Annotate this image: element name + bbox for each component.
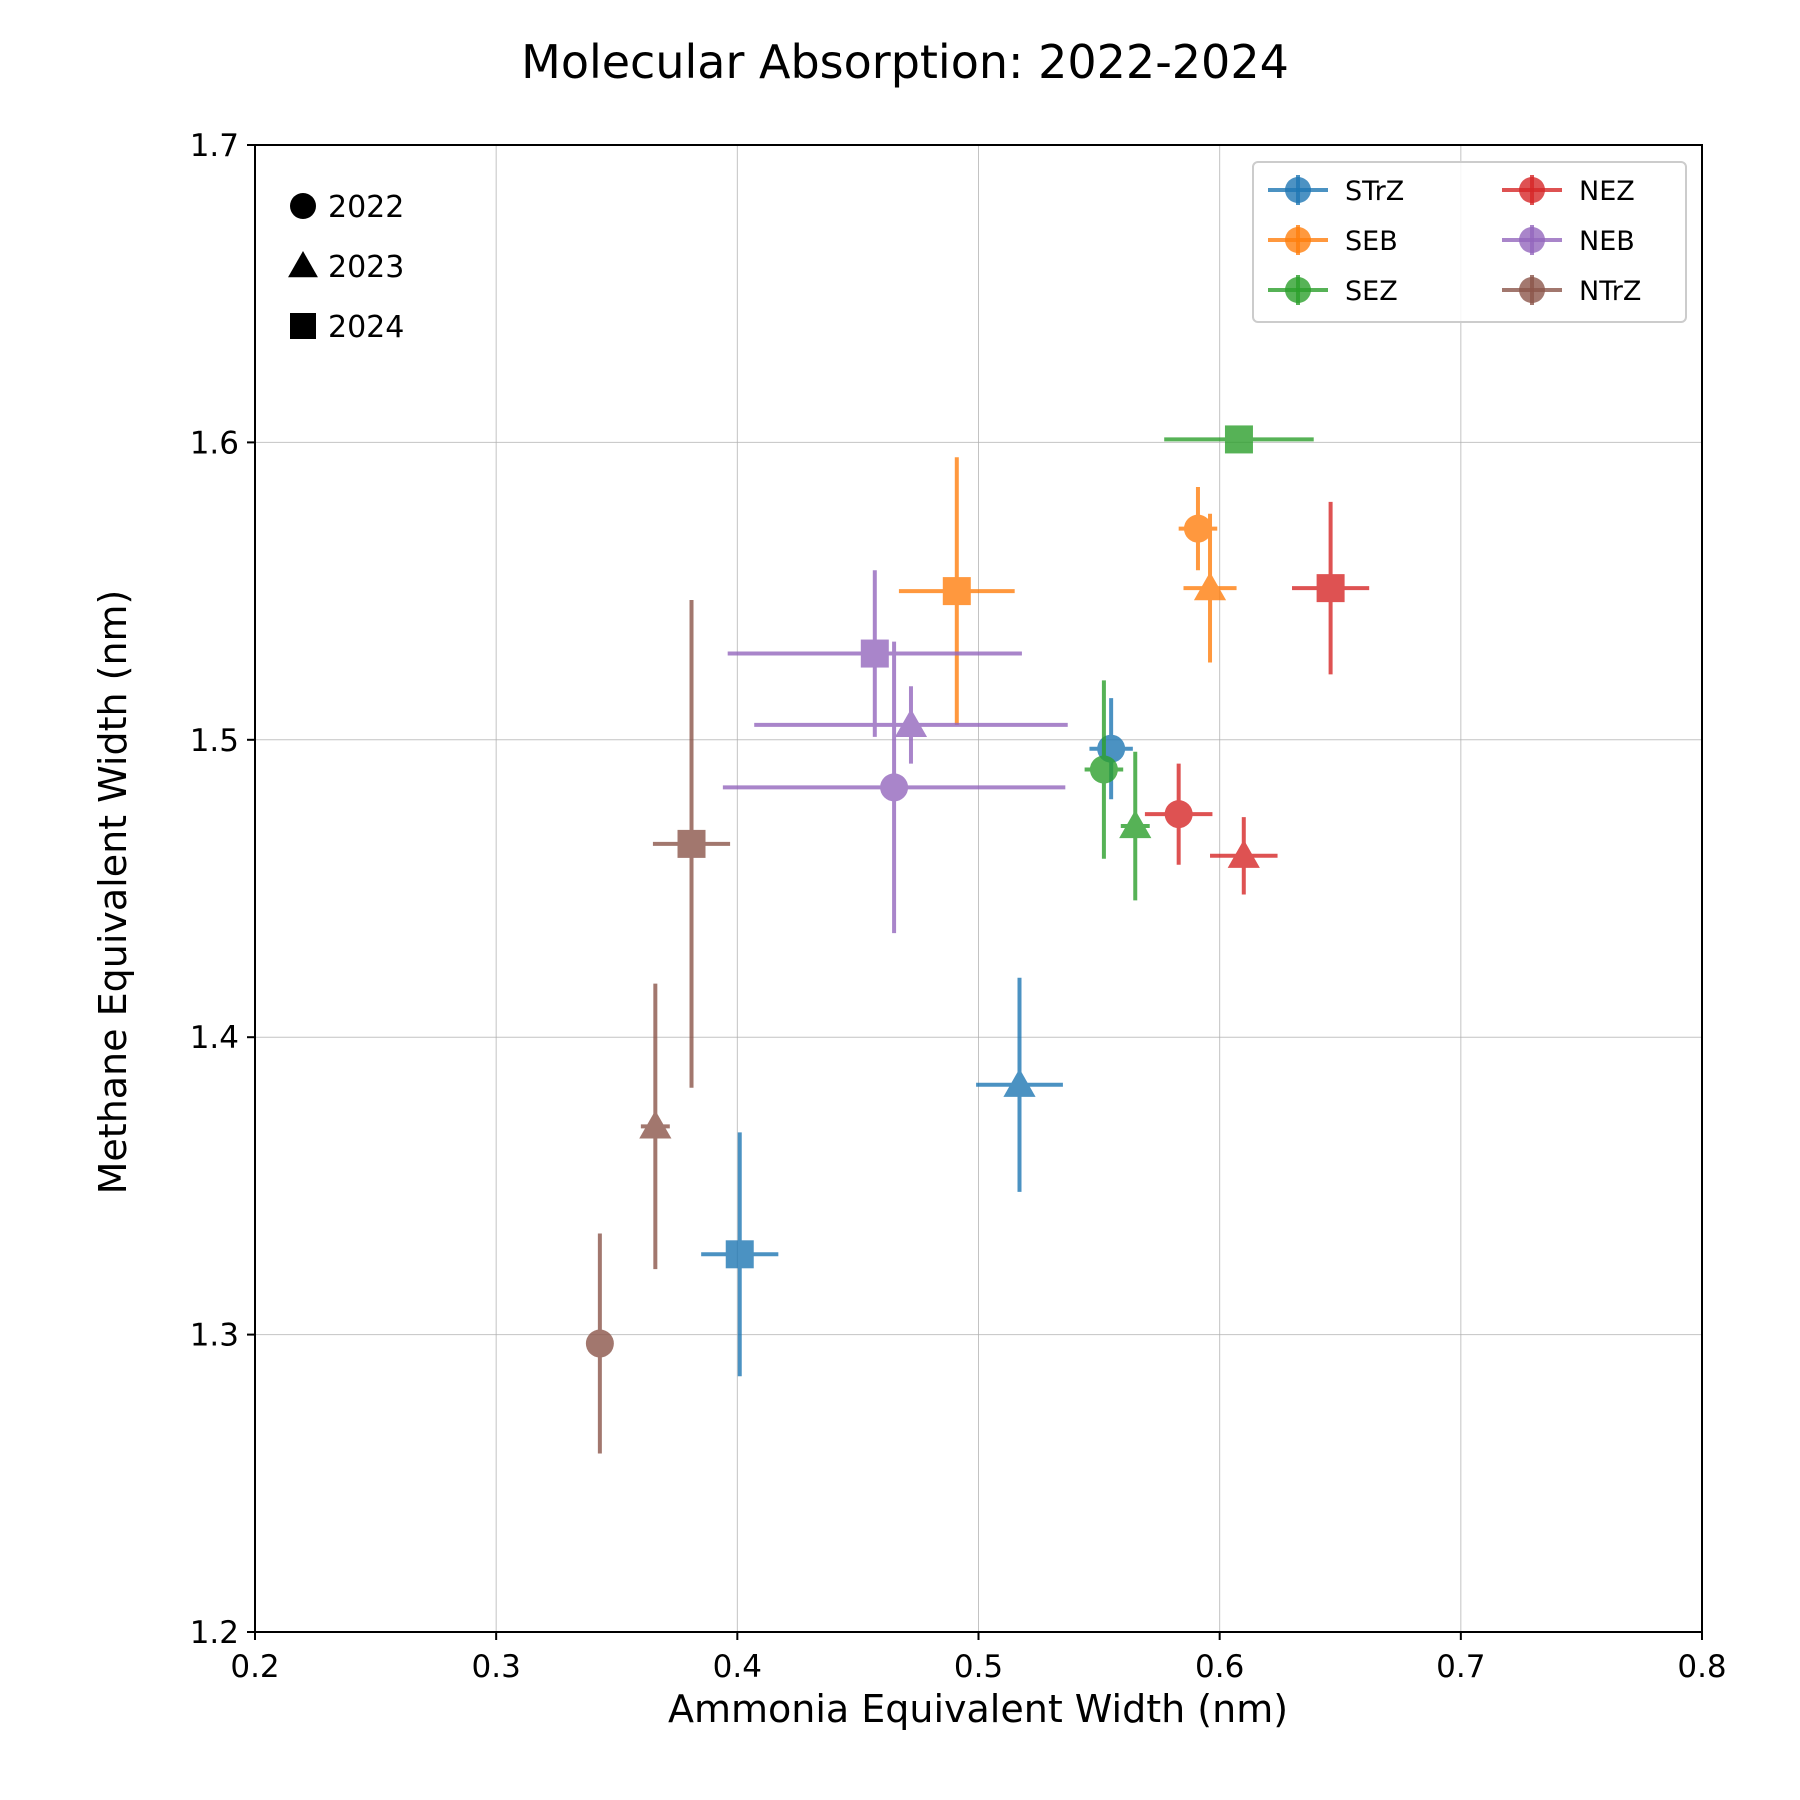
y-tick-label: 1.4 bbox=[190, 1020, 239, 1056]
x-tick-label: 0.6 bbox=[1195, 1649, 1244, 1685]
data-point-seb-2022 bbox=[1183, 514, 1212, 543]
axis-ticks: 0.2 0.3 0.4 0.5 0.6 0.7 0.8 1.2 1.3 1.4 1.5 1.6 1.7 bbox=[190, 128, 1727, 1685]
y-axis-label: Methane Equivalent Width (nm) bbox=[91, 590, 135, 1195]
x-tick-label: 0.2 bbox=[230, 1649, 279, 1685]
legend-label: NEZ bbox=[1579, 176, 1635, 207]
legend-marker bbox=[1519, 177, 1545, 203]
y-tick-label: 1.2 bbox=[190, 1615, 239, 1651]
year-key-triangle bbox=[288, 251, 318, 278]
legend-label: NEB bbox=[1579, 226, 1635, 257]
legend-label: SEZ bbox=[1345, 276, 1398, 307]
year-key-label: 2023 bbox=[328, 250, 404, 285]
legend-item-strz: STrZ bbox=[1268, 175, 1404, 207]
legend-marker bbox=[1519, 227, 1545, 253]
x-axis-label: Ammonia Equivalent Width (nm) bbox=[668, 1687, 1288, 1731]
data-point-seb-2023 bbox=[1193, 572, 1227, 601]
chart-title: Molecular Absorption: 2022-2024 bbox=[521, 35, 1289, 89]
data-point-sez-2024 bbox=[1224, 425, 1253, 454]
series-sez bbox=[1084, 425, 1314, 901]
legend-item-nez: NEZ bbox=[1502, 175, 1635, 207]
data-point-neb-2022 bbox=[880, 773, 909, 802]
data-point-neb-2024 bbox=[860, 639, 889, 668]
x-tick-label: 0.3 bbox=[472, 1649, 521, 1685]
data-point-nez-2024 bbox=[1316, 574, 1345, 603]
y-tick-label: 1.7 bbox=[190, 128, 239, 164]
grid bbox=[254, 144, 1703, 1633]
series-neb bbox=[722, 570, 1068, 934]
legend-marker bbox=[1519, 277, 1545, 303]
legend-marker bbox=[1285, 227, 1311, 253]
series-strz bbox=[701, 698, 1133, 1377]
series-ntrz bbox=[585, 600, 731, 1454]
year-key-label: 2022 bbox=[328, 190, 404, 225]
legend-item-sez: SEZ bbox=[1268, 275, 1398, 307]
year-key-label: 2024 bbox=[328, 310, 404, 345]
x-tick-label: 0.7 bbox=[1436, 1649, 1485, 1685]
data-point-strz-2023 bbox=[1003, 1068, 1036, 1097]
data-point-seb-2024 bbox=[942, 577, 971, 606]
x-tick-label: 0.4 bbox=[713, 1649, 762, 1685]
year-marker-key: 2022 2023 2024 bbox=[288, 190, 404, 345]
data-point-nez-2022 bbox=[1164, 800, 1193, 829]
series-legend: STrZ SEB SEZ NEZ NEB NTrZ bbox=[1252, 161, 1687, 323]
data-point-neb-2023 bbox=[894, 708, 928, 738]
data-point-nez-2023 bbox=[1227, 839, 1260, 868]
legend-marker bbox=[1285, 177, 1311, 203]
x-tick-label: 0.8 bbox=[1677, 1649, 1726, 1685]
data-point-strz-2024 bbox=[725, 1240, 754, 1269]
data-point-ntrz-2024 bbox=[677, 829, 706, 858]
legend-marker bbox=[1285, 277, 1311, 303]
y-tick-label: 1.6 bbox=[190, 425, 239, 461]
year-key-square bbox=[290, 313, 316, 339]
legend-label: SEB bbox=[1345, 226, 1398, 257]
series-seb bbox=[898, 457, 1237, 725]
y-tick-label: 1.5 bbox=[190, 723, 239, 759]
legend-label: NTrZ bbox=[1579, 276, 1641, 307]
legend-box bbox=[1252, 161, 1687, 323]
series-nez bbox=[1144, 501, 1370, 895]
year-key-circle bbox=[290, 193, 316, 219]
data-point-ntrz-2023 bbox=[639, 1110, 672, 1139]
data-point-sez-2022 bbox=[1089, 755, 1118, 784]
plot-frame bbox=[254, 144, 1703, 1633]
y-tick-label: 1.3 bbox=[190, 1318, 239, 1354]
x-tick-label: 0.5 bbox=[954, 1649, 1003, 1685]
data-point-sez-2023 bbox=[1119, 809, 1152, 839]
legend-label: STrZ bbox=[1345, 176, 1404, 207]
data-points bbox=[585, 425, 1370, 1454]
data-point-ntrz-2022 bbox=[585, 1329, 614, 1358]
legend-item-seb: SEB bbox=[1268, 225, 1398, 257]
legend-item-neb: NEB bbox=[1502, 225, 1635, 257]
legend-item-ntrz: NTrZ bbox=[1502, 275, 1641, 307]
